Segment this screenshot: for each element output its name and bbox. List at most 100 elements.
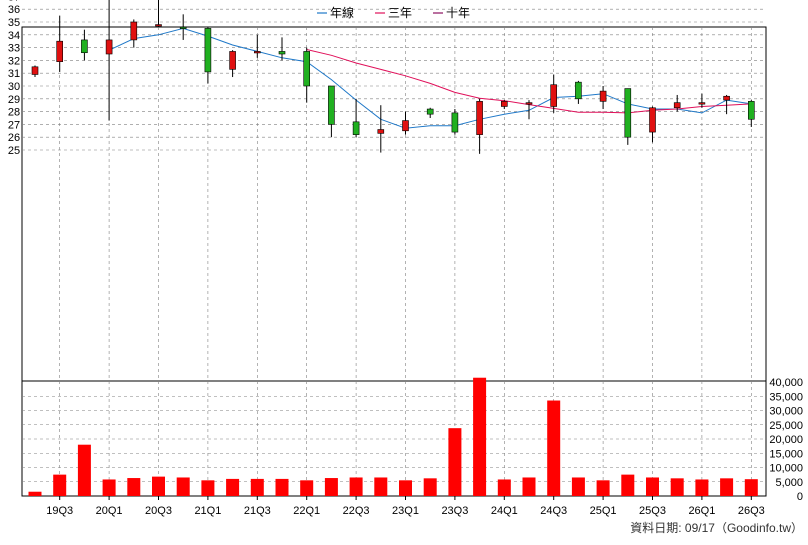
candle-body bbox=[229, 51, 236, 70]
volume-bar bbox=[77, 444, 91, 496]
candle bbox=[575, 80, 582, 104]
candle bbox=[698, 93, 706, 108]
candle bbox=[550, 74, 558, 113]
volume-bar bbox=[744, 479, 758, 496]
candle bbox=[723, 94, 730, 115]
x-tick-label: 19Q3 bbox=[46, 505, 73, 517]
candle-body bbox=[278, 51, 286, 55]
candle-body bbox=[179, 26, 187, 29]
candle-body bbox=[31, 66, 39, 75]
candle bbox=[81, 29, 88, 61]
price-tick-label: 36 bbox=[8, 4, 20, 16]
candle-body bbox=[550, 84, 558, 107]
candle-body bbox=[500, 101, 508, 107]
candle-body bbox=[352, 121, 360, 135]
volume-bar bbox=[300, 480, 314, 496]
volume-bar bbox=[720, 478, 734, 496]
x-tick-label: 26Q3 bbox=[738, 505, 765, 517]
candle-body bbox=[303, 51, 311, 87]
legend-item: 三年 bbox=[375, 6, 412, 20]
candle bbox=[402, 111, 409, 135]
x-tick-label: 23Q1 bbox=[392, 505, 419, 517]
candle bbox=[599, 86, 607, 110]
price-tick-label: 33 bbox=[8, 43, 20, 55]
volume-bar bbox=[448, 428, 462, 496]
price-tick-label: 27 bbox=[8, 119, 20, 131]
price-tick-label: 28 bbox=[8, 107, 20, 119]
volume-bar bbox=[201, 480, 215, 496]
price-tick-label: 26 bbox=[8, 132, 20, 144]
volume-tick-label: 35,000 bbox=[769, 391, 803, 403]
volume-bars bbox=[28, 377, 758, 496]
volume-bar bbox=[127, 478, 141, 496]
candle-body bbox=[426, 108, 434, 115]
volume-bar bbox=[670, 478, 684, 496]
candle-body bbox=[81, 39, 88, 54]
candle bbox=[673, 94, 681, 112]
candle bbox=[31, 65, 39, 78]
x-tick-label: 25Q1 bbox=[590, 505, 617, 517]
legend: 年線 三年 十年 bbox=[317, 5, 470, 20]
candle-body bbox=[328, 85, 335, 125]
price-tick-label: 32 bbox=[8, 55, 20, 67]
price-tick-label: 35 bbox=[8, 17, 20, 29]
x-tick-label: 20Q3 bbox=[145, 505, 172, 517]
volume-panel-frame bbox=[21, 380, 767, 497]
price-tick-label: 30 bbox=[8, 81, 20, 93]
x-tick-label: 24Q1 bbox=[491, 505, 518, 517]
candle bbox=[179, 14, 187, 40]
legend-label: 十年 bbox=[446, 6, 470, 20]
price-tick-label: 34 bbox=[8, 30, 20, 42]
volume-bar bbox=[374, 477, 388, 496]
volume-tick-label: 5,000 bbox=[775, 477, 803, 489]
candle-body bbox=[525, 102, 533, 105]
candle-body bbox=[673, 102, 681, 109]
candle-body bbox=[575, 81, 582, 100]
price-tick-label: 31 bbox=[8, 68, 20, 80]
volume-tick-label: 15,000 bbox=[769, 448, 803, 460]
candle bbox=[352, 98, 360, 138]
candle-body bbox=[254, 51, 261, 54]
candle-body bbox=[105, 39, 113, 55]
volume-tick-label: 40,000 bbox=[769, 377, 803, 389]
volume-bar bbox=[497, 479, 511, 496]
x-tick-label: 20Q1 bbox=[96, 505, 123, 517]
candle bbox=[155, 0, 162, 28]
axes: 25262728293031323334353637 0 5,000 10,000 15… bbox=[8, 0, 803, 517]
price-tick-label: 29 bbox=[8, 94, 20, 106]
volume-bar bbox=[571, 477, 585, 496]
x-tick-label: 26Q1 bbox=[688, 505, 715, 517]
candle-body bbox=[204, 28, 212, 73]
volume-bar bbox=[423, 478, 437, 496]
volume-bar bbox=[522, 477, 536, 496]
volume-tick-label: 30,000 bbox=[769, 406, 803, 418]
grid bbox=[22, 8, 766, 496]
volume-tick-label: 25,000 bbox=[769, 420, 803, 432]
volume-tick-label: 20,000 bbox=[769, 434, 803, 446]
volume-bar bbox=[646, 477, 659, 496]
x-tick-label: 21Q1 bbox=[194, 505, 221, 517]
volume-tick-label: 10,000 bbox=[769, 463, 803, 475]
volume-bar bbox=[250, 478, 264, 496]
volume-tick-label: 0 bbox=[797, 491, 803, 503]
volume-bar bbox=[621, 474, 635, 496]
x-tick-label: 24Q3 bbox=[540, 505, 567, 517]
x-tick-label: 25Q3 bbox=[639, 505, 666, 517]
x-tick-label: 23Q3 bbox=[441, 505, 468, 517]
candle-body bbox=[476, 101, 483, 135]
legend-item: 十年 bbox=[433, 6, 470, 20]
volume-bar bbox=[226, 478, 240, 496]
volume-bar bbox=[102, 479, 116, 496]
candle bbox=[254, 34, 261, 58]
candle bbox=[278, 37, 286, 61]
candle-body bbox=[747, 101, 755, 120]
volume-bar bbox=[28, 491, 42, 496]
candle bbox=[451, 109, 459, 135]
candle-body bbox=[649, 107, 656, 133]
x-tick-label: 22Q1 bbox=[293, 505, 320, 517]
ma-line bbox=[108, 27, 752, 129]
volume-bar bbox=[547, 400, 561, 496]
candle bbox=[56, 15, 64, 72]
volume-bar bbox=[53, 474, 67, 496]
